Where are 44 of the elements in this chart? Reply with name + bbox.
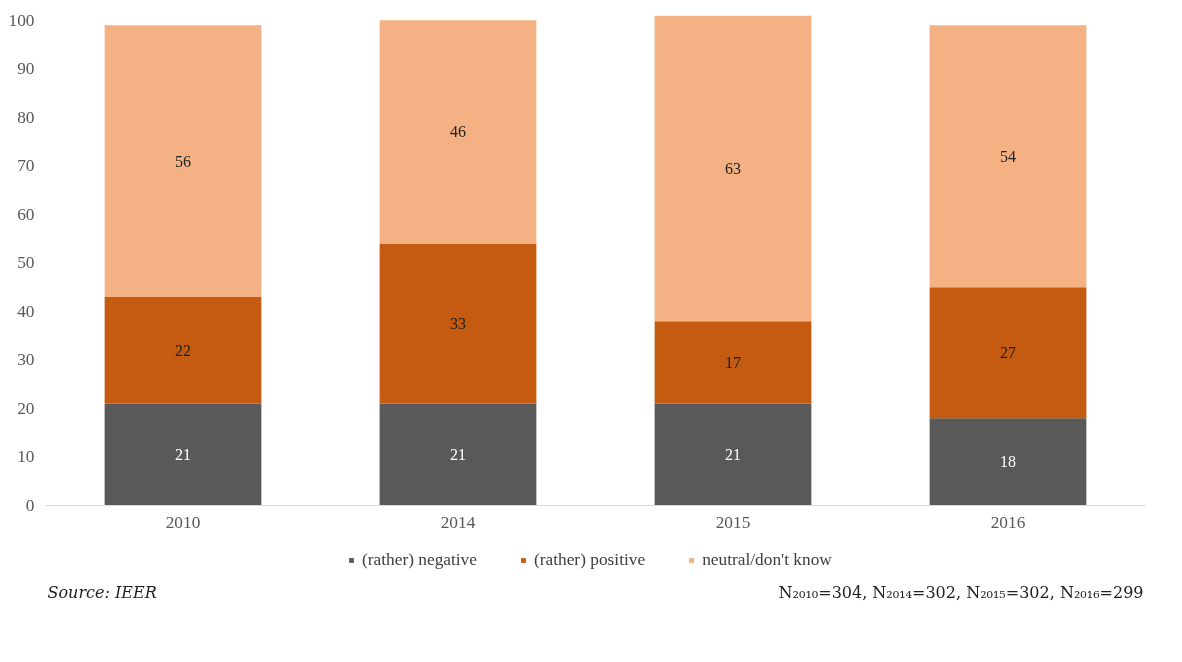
legend-label: (rather) negative <box>362 550 477 570</box>
text: N₂₀₁₀=304, N₂₀₁₄=302, N₂₀₁₅=302, N₂₀₁₆=299 <box>778 582 1144 602</box>
data-label: 54 <box>1000 147 1016 165</box>
bar <box>104 25 262 297</box>
legend-label: neutral/don't know <box>702 550 832 570</box>
data-label: 22 <box>175 341 191 359</box>
data-label: 63 <box>725 159 741 177</box>
data-label: 56 <box>175 152 191 170</box>
y-tick-label: 100 <box>8 10 35 30</box>
bar <box>929 418 1087 506</box>
x-tick-label: 2016 <box>990 512 1026 532</box>
y-tick-label: 30 <box>17 350 35 370</box>
bar <box>104 403 262 506</box>
bar <box>104 296 262 404</box>
y-tick-label: 60 <box>17 204 35 224</box>
bar <box>654 403 812 506</box>
x-tick-label: 2010 <box>165 512 201 532</box>
data-label: 17 <box>725 353 741 371</box>
y-tick-label: 0 <box>25 496 35 515</box>
y-tick-label: 90 <box>17 59 35 79</box>
data-label: 46 <box>450 123 466 141</box>
bar <box>654 15 812 322</box>
x-tick-label: 2015 <box>715 512 751 532</box>
y-tick-label: 40 <box>17 301 35 321</box>
data-label: 18 <box>1000 453 1016 471</box>
bar <box>379 403 537 506</box>
y-tick-label: 80 <box>17 107 35 127</box>
data-label: 21 <box>725 446 741 464</box>
bar <box>379 20 537 244</box>
y-tick-label: 50 <box>17 253 35 273</box>
source-note: Source: IEER <box>47 582 157 602</box>
data-label: 27 <box>1000 344 1016 362</box>
data-label: 21 <box>175 446 191 464</box>
bar <box>929 287 1087 419</box>
data-label: 21 <box>450 446 466 464</box>
bar <box>379 243 537 404</box>
data-label: 33 <box>450 315 466 333</box>
bar <box>929 25 1087 288</box>
legend-label: (rather) positive <box>533 550 646 570</box>
bar <box>654 321 812 404</box>
y-tick-label: 70 <box>17 156 35 176</box>
y-tick-label: 10 <box>17 447 35 467</box>
y-tick-label: 20 <box>17 398 35 418</box>
x-tick-label: 2014 <box>440 512 476 532</box>
